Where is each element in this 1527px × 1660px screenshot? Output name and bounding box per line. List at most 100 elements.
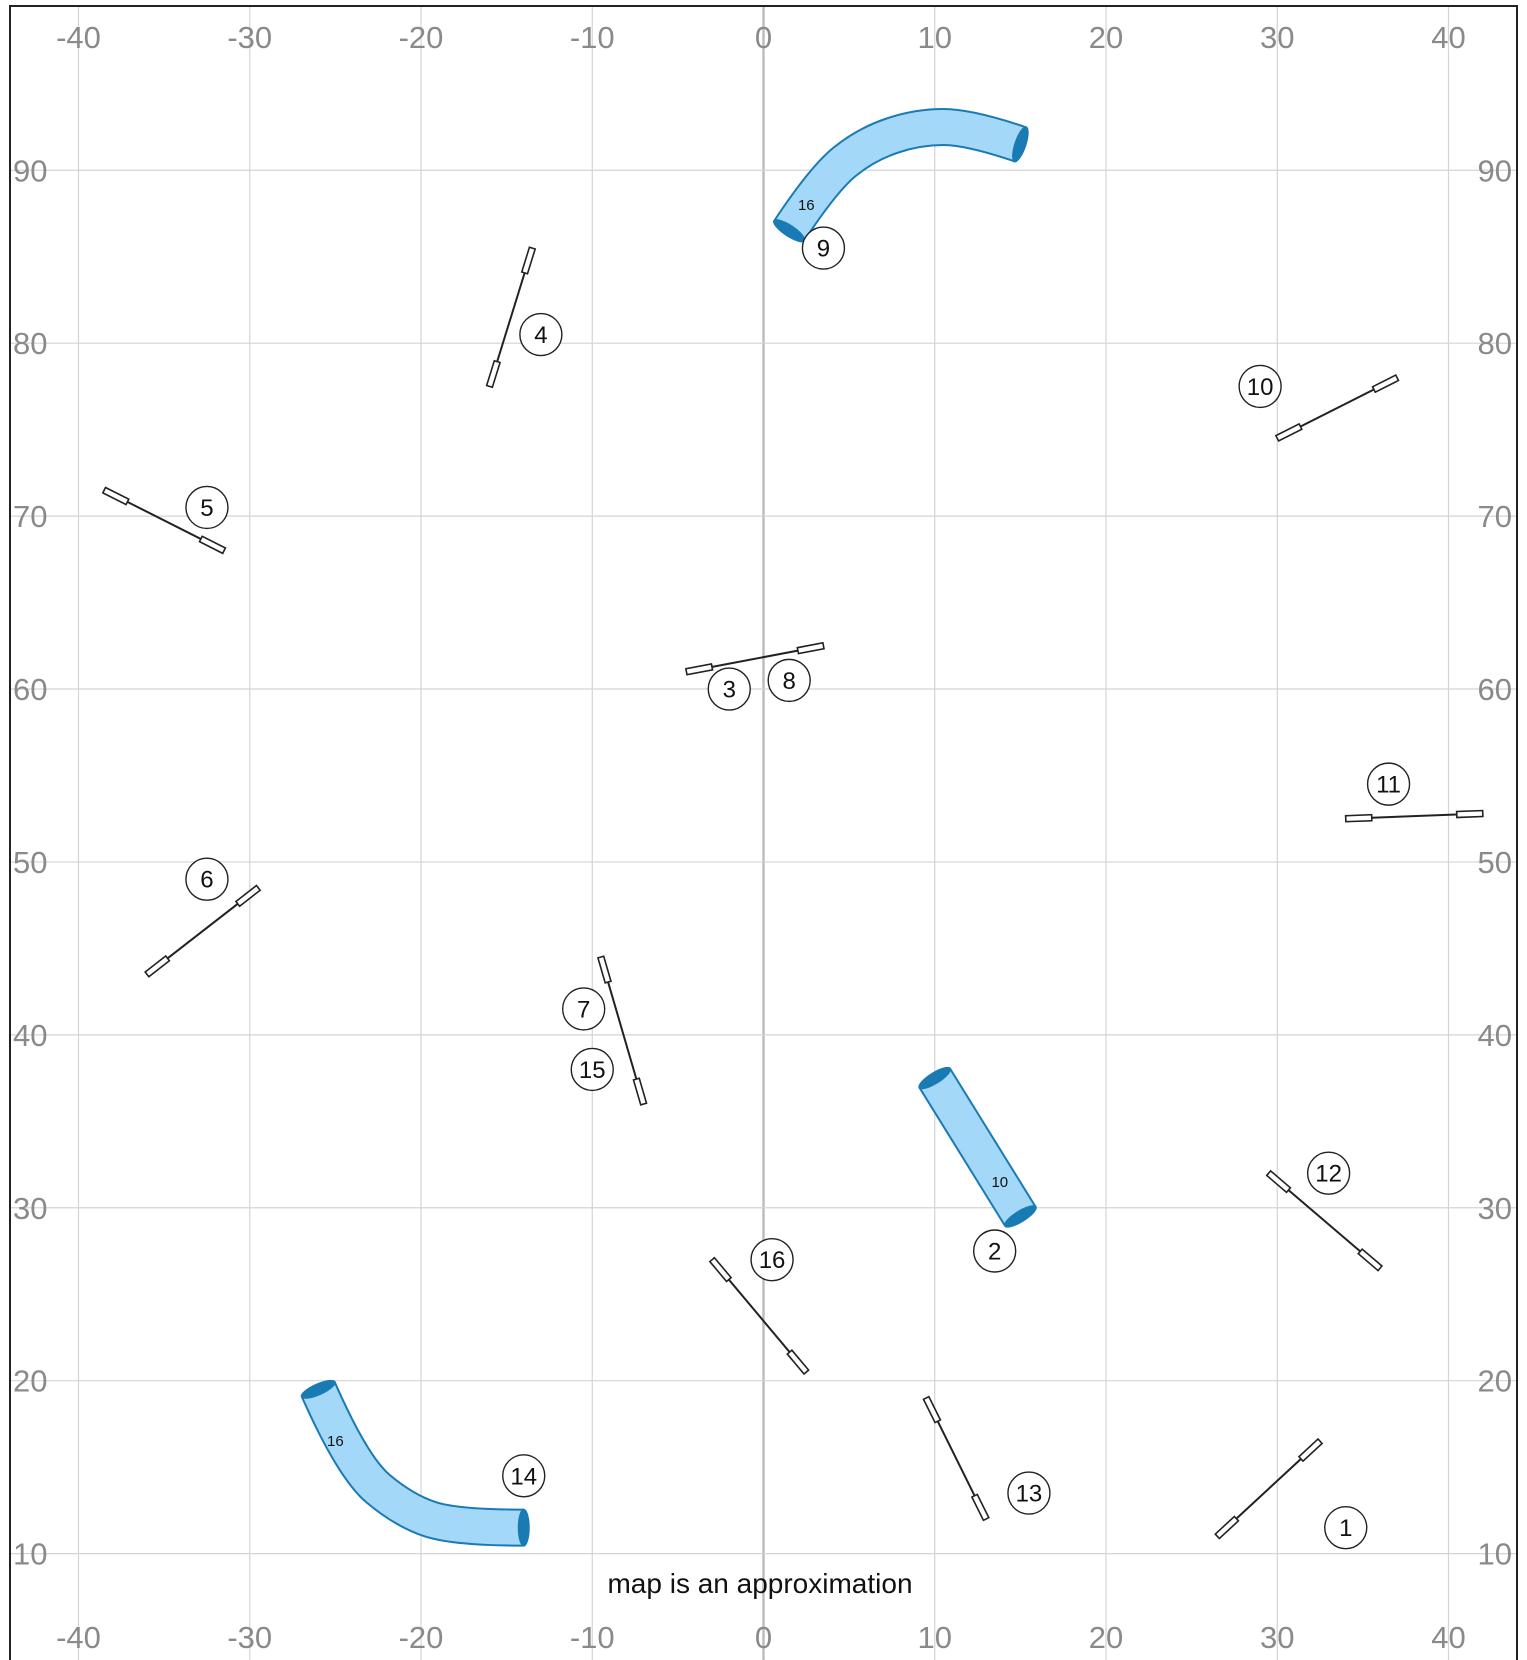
obstacle-number: 13 xyxy=(1007,1471,1051,1515)
tunnel: 10 xyxy=(918,1066,1037,1228)
jump-wing xyxy=(485,359,502,389)
jump-wing-marker xyxy=(786,1349,810,1376)
jump-wing xyxy=(198,535,227,555)
number-label: 14 xyxy=(510,1463,537,1490)
y-tick-label-right: 30 xyxy=(1478,1191,1512,1226)
jump-wing-marker xyxy=(198,535,227,555)
y-tick-label-left: 90 xyxy=(13,153,47,188)
jump-wing-marker xyxy=(708,1256,733,1283)
y-tick-label-left: 10 xyxy=(13,1537,47,1572)
number-label: 8 xyxy=(783,668,796,695)
x-tick-label-top: -10 xyxy=(570,20,615,55)
x-tick-label-bottom: -40 xyxy=(56,1620,101,1655)
jump-wing-marker xyxy=(101,486,130,506)
jump-wing-marker xyxy=(596,955,612,984)
tunnel: 16 xyxy=(772,108,1029,243)
number-circle xyxy=(1306,1151,1351,1195)
jump xyxy=(101,486,227,555)
jump-wing-marker xyxy=(1214,1515,1240,1540)
jump-wing xyxy=(520,246,537,275)
y-tick-label-left: 50 xyxy=(13,845,47,880)
jump xyxy=(485,246,537,389)
jump-wing-marker xyxy=(1344,813,1373,823)
y-tick-label-left: 60 xyxy=(13,672,47,707)
axis-tick-labels: -40 -40 -30 -30 -20 -20 -10 -10 0 0 10 10 20 20 30 30 40… xyxy=(13,20,1512,1655)
jump-wing xyxy=(1214,1515,1240,1540)
obstacle-number: 11 xyxy=(1366,762,1411,806)
jump-wing-marker xyxy=(922,1395,942,1424)
tunnel-body xyxy=(775,110,1026,241)
jump-wing-marker xyxy=(234,884,262,908)
x-tick-label-bottom: 30 xyxy=(1260,1620,1294,1655)
number-label: 10 xyxy=(1247,374,1274,401)
number-circle xyxy=(502,1454,546,1498)
tunnel-opening xyxy=(1003,1205,1037,1228)
jump xyxy=(1214,1437,1324,1540)
number-circle xyxy=(767,658,811,703)
y-tick-label-right: 20 xyxy=(1478,1364,1512,1399)
x-tick-label-top: -40 xyxy=(56,20,101,55)
jump-wing-marker xyxy=(1371,374,1400,394)
jump-wing xyxy=(1455,809,1484,819)
jump xyxy=(1274,374,1400,443)
x-tick-label-top: 20 xyxy=(1089,20,1123,55)
number-circle xyxy=(707,667,751,711)
jump-wing-marker xyxy=(520,246,537,275)
jump-wing-marker xyxy=(1357,1247,1384,1272)
y-tick-label-right: 90 xyxy=(1478,153,1512,188)
number-circle xyxy=(185,485,229,530)
obstacle-number: 3 xyxy=(707,667,751,711)
number-label: 7 xyxy=(577,996,590,1023)
jump xyxy=(684,641,825,676)
jump-wing-marker xyxy=(1265,1169,1292,1194)
x-tick-label-top: 40 xyxy=(1431,20,1465,55)
number-circle xyxy=(570,1047,614,1092)
x-tick-label-top: 0 xyxy=(755,20,772,55)
grid xyxy=(10,6,1517,1660)
obstacle-number: 2 xyxy=(972,1229,1017,1273)
y-tick-label-right: 60 xyxy=(1478,672,1512,707)
number-circle xyxy=(1007,1471,1051,1515)
y-tick-label-right: 40 xyxy=(1478,1018,1512,1053)
obstacle-number: 12 xyxy=(1306,1151,1351,1195)
obstacle-number: 4 xyxy=(519,312,563,357)
tunnel-opening xyxy=(1012,126,1029,163)
obstacle-number: 1 xyxy=(1324,1505,1368,1550)
number-label: 12 xyxy=(1315,1161,1342,1188)
tunnel-length-label: 10 xyxy=(991,1174,1008,1191)
map-frame xyxy=(9,5,1518,1660)
jump-wing-marker xyxy=(684,663,714,676)
number-label: 6 xyxy=(200,867,213,894)
jump-wing xyxy=(684,663,714,676)
jump-wing xyxy=(796,641,825,655)
jump-wing xyxy=(970,1493,990,1522)
number-label: 5 xyxy=(200,495,213,522)
jump-wing xyxy=(101,486,130,506)
jump xyxy=(596,955,648,1106)
tunnels: 16 10 16 xyxy=(300,108,1037,1547)
number-label: 9 xyxy=(817,236,830,263)
jump-wing-marker xyxy=(1297,1437,1324,1463)
y-tick-label-left: 30 xyxy=(13,1191,47,1226)
y-tick-label-left: 70 xyxy=(13,499,47,534)
tunnel-opening xyxy=(918,1066,952,1090)
jump-wing xyxy=(1274,422,1303,443)
x-tick-label-bottom: -10 xyxy=(570,1620,615,1655)
number-circle xyxy=(1366,762,1411,806)
number-circle xyxy=(1238,364,1282,409)
tunnel: 16 xyxy=(300,1379,530,1547)
obstacle-number: 8 xyxy=(767,658,811,703)
jump-wing-marker xyxy=(144,954,171,978)
tunnel-body xyxy=(920,1069,1035,1226)
tunnel-length-label: 16 xyxy=(798,197,815,214)
jump-wing xyxy=(596,955,612,984)
jump-wing xyxy=(708,1256,733,1283)
y-tick-label-right: 10 xyxy=(1478,1537,1512,1572)
y-tick-label-right: 80 xyxy=(1478,326,1512,361)
obstacle-number: 14 xyxy=(502,1454,546,1498)
jump-wing-marker xyxy=(796,641,825,655)
x-tick-label-bottom: -30 xyxy=(227,1620,272,1655)
jumps xyxy=(101,246,1484,1540)
